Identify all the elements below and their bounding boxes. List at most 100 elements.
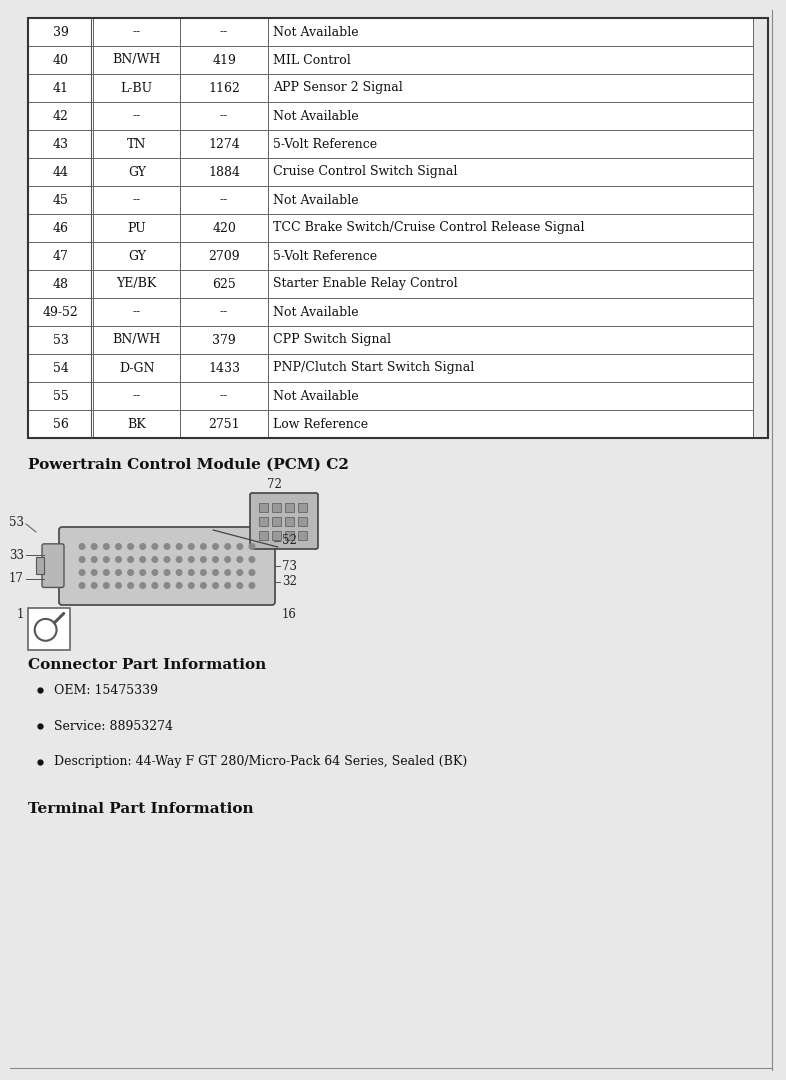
Circle shape	[152, 556, 158, 563]
Bar	[28, 270, 93, 298]
Circle shape	[164, 583, 170, 589]
Bar	[28, 186, 93, 214]
Text: --: --	[220, 390, 228, 403]
Text: 1: 1	[17, 608, 24, 621]
Text: --: --	[133, 390, 141, 403]
Text: TN: TN	[127, 137, 146, 150]
Bar	[28, 158, 93, 186]
Text: Not Available: Not Available	[273, 193, 358, 206]
Bar	[181, 382, 268, 410]
Circle shape	[164, 570, 170, 576]
Text: Cruise Control Switch Signal: Cruise Control Switch Signal	[273, 165, 457, 178]
Bar	[181, 75, 268, 102]
Text: 49-52: 49-52	[42, 306, 79, 319]
Bar	[268, 298, 753, 326]
Bar	[268, 186, 753, 214]
Bar	[259, 503, 268, 512]
Bar	[268, 18, 753, 46]
Text: --: --	[133, 306, 141, 319]
Bar	[268, 354, 753, 382]
Circle shape	[189, 556, 194, 563]
Circle shape	[128, 556, 134, 563]
Circle shape	[116, 556, 121, 563]
Text: Low Reference: Low Reference	[273, 418, 368, 431]
Circle shape	[225, 570, 230, 576]
Bar	[93, 75, 181, 102]
Circle shape	[189, 570, 194, 576]
Text: 56: 56	[53, 418, 68, 431]
Bar	[28, 354, 93, 382]
Bar	[272, 517, 281, 526]
Bar	[268, 102, 753, 130]
Bar	[181, 354, 268, 382]
Text: 1433: 1433	[208, 362, 240, 375]
Text: Powertrain Control Module (PCM) C2: Powertrain Control Module (PCM) C2	[28, 458, 349, 472]
Circle shape	[91, 543, 97, 550]
Text: Connector Part Information: Connector Part Information	[28, 658, 266, 672]
Circle shape	[128, 543, 134, 550]
Circle shape	[91, 583, 97, 589]
Bar	[268, 158, 753, 186]
Circle shape	[213, 543, 219, 550]
Text: 2709: 2709	[208, 249, 240, 262]
Bar	[28, 18, 768, 438]
Text: Terminal Part Information: Terminal Part Information	[28, 802, 254, 816]
Circle shape	[237, 556, 243, 563]
Circle shape	[164, 543, 170, 550]
Circle shape	[79, 583, 85, 589]
Text: 1884: 1884	[208, 165, 240, 178]
Bar	[93, 298, 181, 326]
Circle shape	[79, 570, 85, 576]
Bar	[28, 608, 70, 650]
Text: 54: 54	[53, 362, 68, 375]
Bar	[93, 158, 181, 186]
Text: 1162: 1162	[208, 81, 240, 94]
Bar	[93, 186, 181, 214]
Circle shape	[176, 543, 182, 550]
Text: APP Sensor 2 Signal: APP Sensor 2 Signal	[273, 81, 402, 94]
Circle shape	[79, 543, 85, 550]
Bar	[181, 242, 268, 270]
Bar	[181, 46, 268, 75]
Text: 53: 53	[9, 515, 24, 528]
Text: Starter Enable Relay Control: Starter Enable Relay Control	[273, 278, 457, 291]
Circle shape	[225, 556, 230, 563]
Bar	[93, 410, 181, 438]
Text: CPP Switch Signal: CPP Switch Signal	[273, 334, 391, 347]
Bar	[93, 102, 181, 130]
Text: 379: 379	[212, 334, 236, 347]
Circle shape	[140, 556, 145, 563]
FancyBboxPatch shape	[250, 492, 318, 549]
Text: TCC Brake Switch/Cruise Control Release Signal: TCC Brake Switch/Cruise Control Release …	[273, 221, 584, 234]
FancyBboxPatch shape	[42, 544, 64, 588]
Text: 5-Volt Reference: 5-Volt Reference	[273, 249, 376, 262]
Circle shape	[91, 556, 97, 563]
Circle shape	[128, 570, 134, 576]
Bar	[181, 270, 268, 298]
Circle shape	[104, 570, 109, 576]
Bar	[28, 46, 93, 75]
Bar	[28, 298, 93, 326]
FancyBboxPatch shape	[59, 527, 275, 605]
Text: 1274: 1274	[208, 137, 240, 150]
Circle shape	[213, 583, 219, 589]
Bar	[93, 382, 181, 410]
Text: --: --	[133, 109, 141, 122]
Circle shape	[140, 543, 145, 550]
Bar	[28, 18, 93, 46]
Circle shape	[79, 556, 85, 563]
Bar	[285, 531, 294, 540]
Text: 41: 41	[53, 81, 68, 94]
Bar	[181, 18, 268, 46]
Text: 43: 43	[53, 137, 68, 150]
Bar	[268, 326, 753, 354]
Bar	[268, 46, 753, 75]
Bar	[28, 382, 93, 410]
Circle shape	[116, 543, 121, 550]
Text: GY: GY	[128, 165, 145, 178]
Text: BN/WH: BN/WH	[112, 334, 161, 347]
Bar	[298, 503, 307, 512]
Text: 32: 32	[282, 576, 297, 589]
Bar	[93, 18, 181, 46]
Text: Not Available: Not Available	[273, 306, 358, 319]
